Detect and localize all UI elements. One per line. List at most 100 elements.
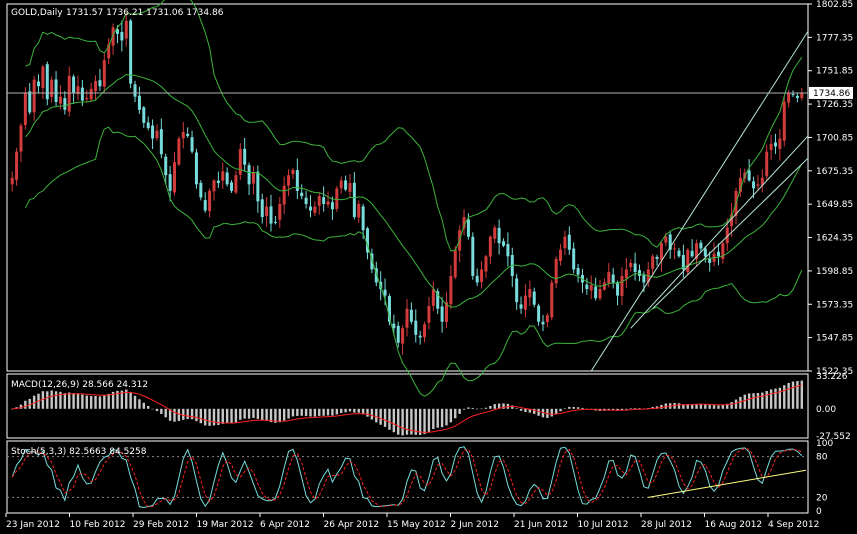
candle-body	[330, 202, 334, 210]
macd-bar	[370, 408, 374, 420]
macd-bar	[625, 408, 628, 410]
candle-body	[32, 79, 36, 113]
candle-body	[699, 242, 703, 249]
macd-tick-label: 0.00	[816, 405, 836, 415]
macd-bar	[138, 399, 141, 409]
candle-body	[230, 182, 234, 191]
candle-body	[251, 172, 255, 184]
macd-bar	[383, 408, 387, 427]
macd-bar	[397, 408, 400, 435]
macd-bar	[484, 407, 488, 409]
macd-bar	[322, 408, 325, 416]
candle-body	[383, 289, 387, 296]
macd-bar	[177, 408, 181, 421]
macd-bar	[629, 408, 632, 409]
macd-bar	[195, 408, 198, 422]
macd-bar	[278, 408, 281, 423]
y-tick-label: 1649.85	[816, 200, 853, 210]
macd-bar	[68, 392, 71, 409]
candle-body	[690, 250, 694, 257]
y-tick-label: 1802.85	[816, 0, 853, 10]
candle-body	[659, 243, 663, 261]
macd-bar	[361, 408, 365, 415]
macd-bar	[160, 408, 163, 414]
stoch-tick-label: 0	[816, 507, 822, 517]
candle-body	[401, 328, 405, 344]
macd-bar	[489, 405, 492, 409]
candle-body	[287, 175, 291, 186]
candle-body	[716, 251, 720, 257]
candle-body	[221, 171, 225, 181]
macd-bar	[353, 408, 356, 413]
macd-bar	[239, 408, 242, 420]
candle-body	[475, 275, 479, 283]
macd-bar	[190, 408, 194, 420]
macd-bar	[252, 408, 255, 418]
macd-bar	[686, 404, 689, 409]
trend-channel: 1734.86	[7, 31, 853, 372]
candle-body	[120, 32, 124, 41]
candle-body	[651, 256, 655, 269]
candle-body	[366, 228, 370, 253]
candle-body	[545, 315, 549, 323]
macd-bar	[125, 389, 128, 409]
candle-body	[427, 306, 431, 323]
macd-bar	[471, 407, 475, 409]
candle-body	[260, 199, 264, 218]
macd-bar	[480, 408, 483, 410]
candle-body	[238, 149, 242, 175]
macd-bar	[208, 408, 211, 426]
candle-body	[471, 236, 475, 276]
macd-bar	[32, 395, 36, 409]
candle-body	[85, 98, 89, 100]
macd-bar	[440, 408, 444, 428]
macd-bar	[436, 408, 439, 428]
macd-tick-label: 33.226	[816, 372, 848, 382]
channel-upper-line	[590, 31, 809, 372]
macd-bar	[142, 402, 145, 409]
macd-bar	[313, 408, 317, 417]
macd-bar	[458, 408, 461, 414]
candle-body	[357, 203, 361, 218]
macd-bar	[261, 408, 264, 421]
candle-body	[41, 66, 45, 88]
macd-bar	[761, 392, 764, 409]
macd-bar	[186, 408, 189, 420]
candle-body	[50, 79, 54, 97]
macd-bar	[726, 403, 729, 409]
macd-bar	[344, 408, 347, 413]
candle-body	[208, 190, 212, 212]
macd-bar	[243, 408, 246, 419]
macd-bar	[107, 393, 110, 409]
macd-bar	[550, 408, 553, 417]
macd-bar	[269, 408, 273, 423]
candle-body	[480, 269, 484, 283]
macd-bar	[146, 405, 150, 409]
candle-body	[194, 152, 198, 185]
macd-bar	[234, 408, 238, 423]
candle-body	[115, 29, 119, 34]
macd-bar	[72, 393, 75, 409]
candle-body	[703, 248, 707, 257]
candle-body	[721, 243, 725, 259]
macd-bar	[129, 392, 132, 409]
candle-body	[550, 282, 554, 318]
macd-bar	[19, 404, 23, 409]
macd-bar	[787, 382, 790, 409]
candle-body	[567, 234, 571, 250]
macd-bar	[664, 403, 668, 409]
macd-bar	[103, 395, 106, 409]
macd-bar	[291, 408, 295, 417]
candle-body	[94, 80, 98, 92]
candle-body	[765, 151, 769, 177]
macd-bar	[28, 398, 31, 409]
macd-bar	[743, 394, 746, 409]
candle-body	[769, 143, 773, 151]
upper-band	[25, 0, 803, 252]
candle-body	[124, 20, 128, 39]
macd-bar	[765, 390, 768, 409]
candle-body	[616, 282, 620, 296]
candle-body	[747, 170, 751, 181]
candle-body	[326, 201, 330, 205]
